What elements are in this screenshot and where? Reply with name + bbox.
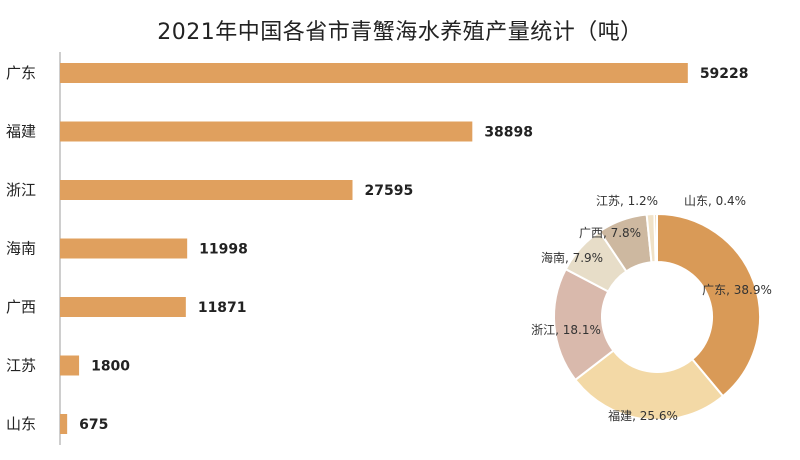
donut-label-5: 江苏, 1.2% xyxy=(596,194,658,208)
donut-label-3: 海南, 7.9% xyxy=(541,250,603,265)
category-label-6: 山东 xyxy=(6,415,36,433)
bar-chart: 广东 59228 福建 38898 浙江 27595 海南 11998 广西 11871 江苏 180… xyxy=(6,52,749,445)
data-label-6: 675 xyxy=(79,417,108,433)
donut-chart: 广东, 38.9% 福建, 25.6% 浙江, 18.1% 海南, 7.9% 广西, 7… xyxy=(531,194,772,423)
bar-5 xyxy=(60,355,80,376)
category-label-3: 海南 xyxy=(6,240,36,258)
category-label-5: 江苏 xyxy=(6,357,36,375)
donut-label-1: 福建, 25.6% xyxy=(608,408,678,423)
data-label-2: 27595 xyxy=(365,183,414,199)
data-label-4: 11871 xyxy=(198,300,247,316)
bar-6 xyxy=(60,414,68,434)
donut-slice-0 xyxy=(656,212,761,398)
donut-label-6: 山东, 0.4% xyxy=(684,194,746,208)
bar-1 xyxy=(60,121,473,142)
data-label-1: 38898 xyxy=(484,125,533,141)
bar-0 xyxy=(60,63,688,83)
data-label-3: 11998 xyxy=(199,242,248,258)
donut-label-0: 广东, 38.9% xyxy=(702,283,772,297)
bar-3 xyxy=(60,238,188,259)
data-label-0: 59228 xyxy=(700,66,749,82)
chart-title: 2021年中国各省市青蟹海水养殖产量统计（吨） xyxy=(157,20,643,45)
donut-slice-1 xyxy=(573,349,725,421)
donut-label-2: 浙江, 18.1% xyxy=(531,323,601,337)
category-label-1: 福建 xyxy=(6,123,36,141)
category-label-0: 广东 xyxy=(6,64,36,82)
category-label-2: 浙江 xyxy=(6,181,36,199)
bar-4 xyxy=(60,297,186,317)
donut-label-4: 广西, 7.8% xyxy=(579,226,641,240)
category-label-4: 广西 xyxy=(6,298,36,316)
data-label-5: 1800 xyxy=(91,359,130,375)
bar-2 xyxy=(60,180,353,200)
donut-slice-6 xyxy=(653,212,658,264)
